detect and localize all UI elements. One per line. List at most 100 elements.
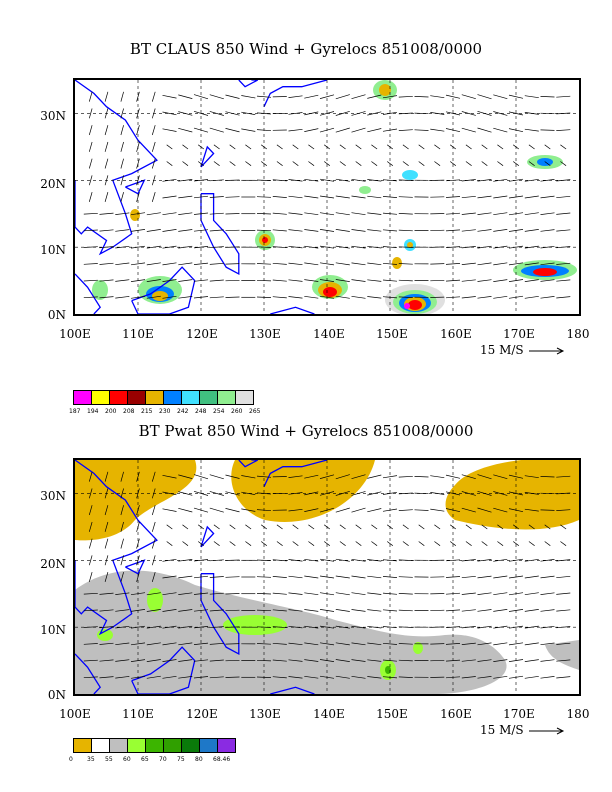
- top-map: [75, 80, 579, 314]
- wind-vector: [319, 178, 335, 182]
- wind-vector: [540, 592, 555, 595]
- wind-vector: [151, 505, 156, 516]
- wind-vector: [477, 659, 492, 662]
- top-panel-title: BT CLAUS 850 Wind + Gyrelocs 851008/0000: [129, 40, 483, 58]
- wind-vector: [367, 592, 382, 595]
- wind-vector: [225, 491, 240, 496]
- wind-vector: [288, 575, 303, 579]
- wind-vector: [382, 491, 398, 495]
- wind-vector: [288, 229, 303, 232]
- wind-vector: [351, 659, 366, 662]
- wind-vector: [398, 676, 413, 678]
- wind-vector: [288, 128, 303, 132]
- wind-vector: [104, 555, 109, 566]
- wind-vector: [182, 524, 189, 530]
- wind-vector: [308, 144, 315, 150]
- wind-vector: [209, 212, 224, 215]
- wind-vector: [445, 246, 461, 248]
- wind-vector: [544, 144, 551, 150]
- wind-vector: [528, 524, 535, 530]
- wind-vector: [493, 245, 508, 249]
- wind-vector: [477, 609, 492, 612]
- wind-vector: [335, 110, 350, 116]
- wind-vector: [335, 178, 350, 182]
- wind-vector: [178, 625, 193, 629]
- wind-vector: [319, 558, 335, 562]
- wind-vector: [556, 592, 571, 595]
- legend-swatch: [181, 738, 200, 753]
- wind-vector: [136, 141, 140, 152]
- wind-vector: [524, 575, 539, 579]
- wind-vector: [272, 196, 287, 198]
- wind-vector: [166, 541, 173, 546]
- legend-label: 187: [69, 408, 81, 415]
- wind-vector: [402, 161, 409, 166]
- wind-vector: [162, 659, 177, 662]
- wind-vector: [162, 279, 177, 282]
- wind-vector: [136, 91, 140, 102]
- wind-vector: [540, 642, 555, 646]
- wind-vector: [304, 279, 319, 282]
- legend-swatch: [109, 738, 128, 753]
- wind-vector: [304, 128, 319, 132]
- wind-vector: [477, 296, 492, 299]
- wind-vector: [276, 144, 283, 150]
- wind-vector: [136, 125, 140, 136]
- lon-label: 100E: [59, 707, 91, 721]
- wind-vector: [335, 609, 350, 612]
- wind-vector: [178, 279, 193, 282]
- wind-vector: [508, 128, 524, 133]
- lon-label: 180: [566, 327, 590, 341]
- wind-vector: [288, 492, 303, 495]
- wind-vector: [508, 508, 524, 513]
- wind-vector: [178, 296, 193, 299]
- wind-vector: [351, 262, 366, 266]
- wind-vector: [398, 112, 413, 115]
- wind-vector: [151, 521, 156, 532]
- wind-vector: [256, 492, 272, 495]
- wind-vector: [209, 592, 224, 595]
- wind-vector: [319, 195, 335, 199]
- wind-vector: [339, 541, 346, 546]
- wind-vector: [508, 592, 524, 596]
- wind-vector: [339, 161, 346, 166]
- wind-vector: [225, 229, 240, 232]
- wind-vector: [99, 212, 114, 215]
- wind-vector: [104, 192, 109, 202]
- wind-vector: [508, 642, 524, 646]
- wind-vector: [434, 524, 441, 530]
- wind-vector: [83, 643, 98, 645]
- wind-vector: [493, 229, 508, 232]
- lat-label: 20N: [40, 177, 66, 191]
- wind-vector: [371, 161, 378, 166]
- wind-vector: [493, 195, 508, 199]
- wind-vector: [178, 229, 193, 232]
- wind-vector: [445, 559, 461, 562]
- wind-vector: [162, 592, 177, 596]
- wind-vector: [323, 144, 331, 150]
- wind-vector: [197, 541, 205, 546]
- wind-vector: [288, 212, 303, 215]
- wind-vector: [335, 592, 350, 596]
- legend-swatch: [91, 390, 110, 405]
- wind-vector: [245, 541, 252, 546]
- wind-vector: [540, 212, 555, 215]
- lat-label: 0N: [47, 308, 66, 322]
- wind-vector: [560, 524, 567, 530]
- wind-vector: [162, 675, 177, 679]
- wind-vector: [178, 491, 193, 496]
- wind-vector: [461, 212, 476, 215]
- wind-vector: [398, 509, 413, 511]
- wind-vector: [104, 505, 109, 516]
- wind-vector: [115, 642, 130, 646]
- wind-vector: [556, 642, 571, 645]
- wind-vector: [323, 541, 331, 546]
- wind-vector: [88, 471, 93, 482]
- wind-vector: [272, 296, 287, 299]
- wind-vector: [508, 675, 524, 679]
- wind-vector: [465, 144, 472, 150]
- wind-vector: [256, 246, 272, 248]
- wind-vector: [83, 212, 98, 215]
- wind-vector: [162, 575, 177, 579]
- coastline: [263, 460, 328, 487]
